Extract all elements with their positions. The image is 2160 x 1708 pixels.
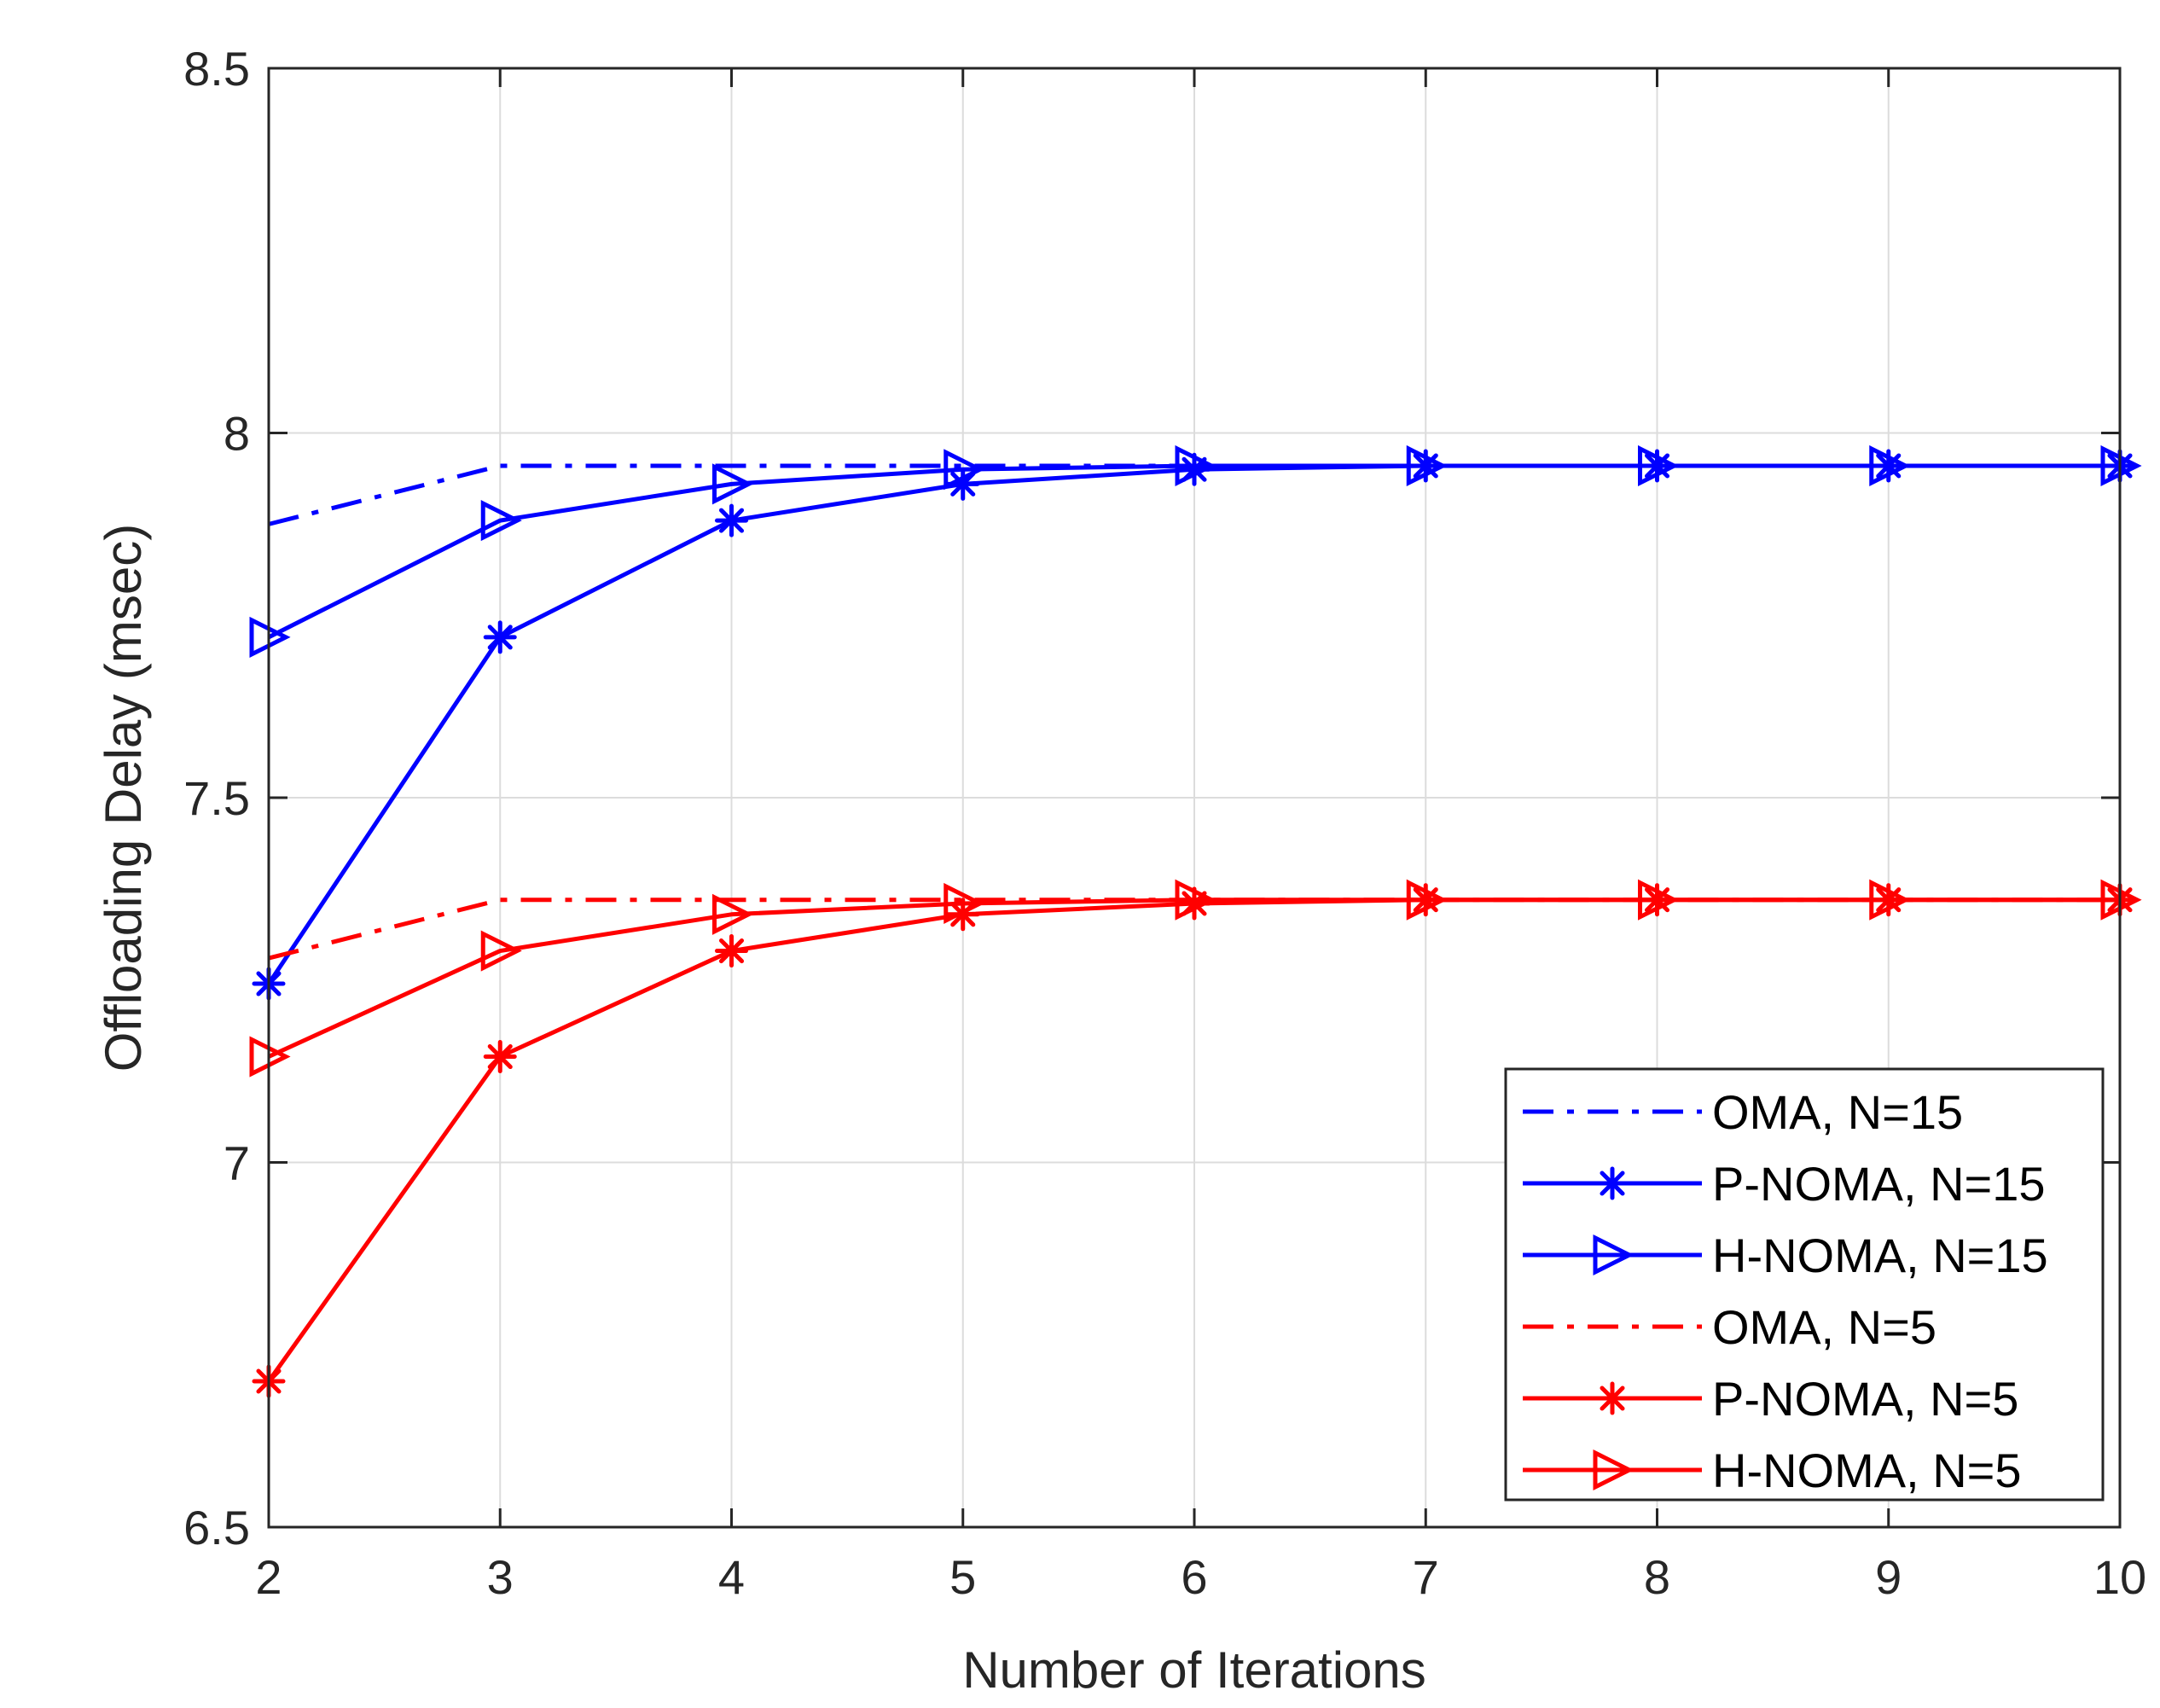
legend-label: OMA, N=5	[1712, 1300, 1936, 1354]
legend-marker	[1595, 1166, 1629, 1200]
y-tick-label: 8	[224, 407, 250, 461]
data-point-h-noma-n-15	[1638, 444, 1680, 487]
x-tick-label: 2	[255, 1550, 282, 1604]
legend-entry-p-noma-n-15: P-NOMA, N=15	[1523, 1157, 2046, 1211]
data-point-p-noma-n-5	[483, 1040, 517, 1074]
x-tick-label: 5	[949, 1550, 976, 1604]
legend-label: P-NOMA, N=15	[1712, 1157, 2046, 1211]
data-point-h-noma-n-5	[1175, 879, 1216, 921]
data-point-p-noma-n-15	[715, 503, 748, 537]
series-line-h-noma-n-5	[267, 898, 2120, 1059]
legend-entry-oma-n-15: OMA, N=15	[1523, 1085, 1963, 1139]
x-tick-label: 6	[1181, 1550, 1207, 1604]
data-point-p-noma-n-5	[715, 934, 748, 968]
asterisk-stroke	[718, 938, 745, 964]
data-point-h-noma-n-5	[1638, 879, 1680, 921]
y-tick-label: 6.5	[183, 1501, 250, 1554]
x-tick-label: 8	[1644, 1550, 1670, 1604]
legend-entry-p-noma-n-5: P-NOMA, N=5	[1523, 1372, 2018, 1426]
asterisk-stroke	[1600, 1386, 1625, 1411]
legend-marker	[1595, 1381, 1629, 1415]
legend-label: H-NOMA, N=15	[1712, 1229, 2048, 1282]
x-axis-label: Number of Iterations	[962, 1641, 1426, 1699]
data-point-h-noma-n-5	[1869, 879, 1911, 921]
y-axis-label: Offloading Delay (msec)	[95, 524, 152, 1072]
data-point-h-noma-n-15	[1869, 444, 1911, 487]
asterisk-stroke	[950, 471, 976, 497]
data-point-h-noma-n-15	[480, 500, 522, 542]
legend-label: P-NOMA, N=5	[1712, 1372, 2018, 1426]
asterisk-stroke	[718, 508, 745, 533]
data-point-h-noma-n-15	[712, 463, 754, 505]
legend-marker	[1593, 1449, 1635, 1491]
data-point-p-noma-n-15	[483, 620, 517, 654]
legend-label: H-NOMA, N=5	[1712, 1444, 2022, 1497]
series-h-noma-n-15	[249, 444, 2142, 658]
x-tick-label: 9	[1875, 1550, 1902, 1604]
legend-entry-oma-n-5: OMA, N=5	[1523, 1300, 1936, 1354]
data-point-h-noma-n-5	[944, 882, 985, 925]
x-tick-label: 10	[2093, 1550, 2146, 1604]
asterisk-stroke	[487, 625, 513, 650]
x-tick-label: 4	[718, 1550, 745, 1604]
y-tick-label: 7.5	[183, 771, 250, 825]
axis-ticks: 2 3 4 5 6 7 8 9 10 6.5 7 7.5 8 8.5	[183, 42, 2146, 1604]
legend: OMA, N=15 P-NOMA, N=15 H-NOMA, N=15 OMA, N=…	[1504, 1067, 2105, 1502]
legend-entry-h-noma-n-5: H-NOMA, N=5	[1523, 1444, 2022, 1497]
data-point-h-noma-n-15	[1406, 444, 1448, 487]
y-tick-label: 8.5	[183, 42, 250, 96]
data-point-h-noma-n-5	[480, 930, 522, 972]
legend-label: OMA, N=15	[1712, 1085, 1963, 1139]
asterisk-stroke	[1600, 1171, 1625, 1196]
asterisk-stroke	[487, 1044, 513, 1070]
x-tick-label: 7	[1413, 1550, 1439, 1604]
series-line-h-noma-n-15	[267, 463, 2120, 640]
legend-marker	[1593, 1234, 1635, 1276]
legend-entry-h-noma-n-15: H-NOMA, N=15	[1523, 1229, 2048, 1282]
data-point-h-noma-n-5	[712, 893, 754, 935]
y-tick-label: 7	[224, 1136, 250, 1190]
data-point-h-noma-n-15	[944, 449, 985, 491]
x-tick-label: 3	[487, 1550, 514, 1604]
legend-box	[1504, 1067, 2105, 1502]
data-point-h-noma-n-5	[1406, 879, 1448, 921]
data-point-h-noma-n-15	[1175, 444, 1216, 487]
